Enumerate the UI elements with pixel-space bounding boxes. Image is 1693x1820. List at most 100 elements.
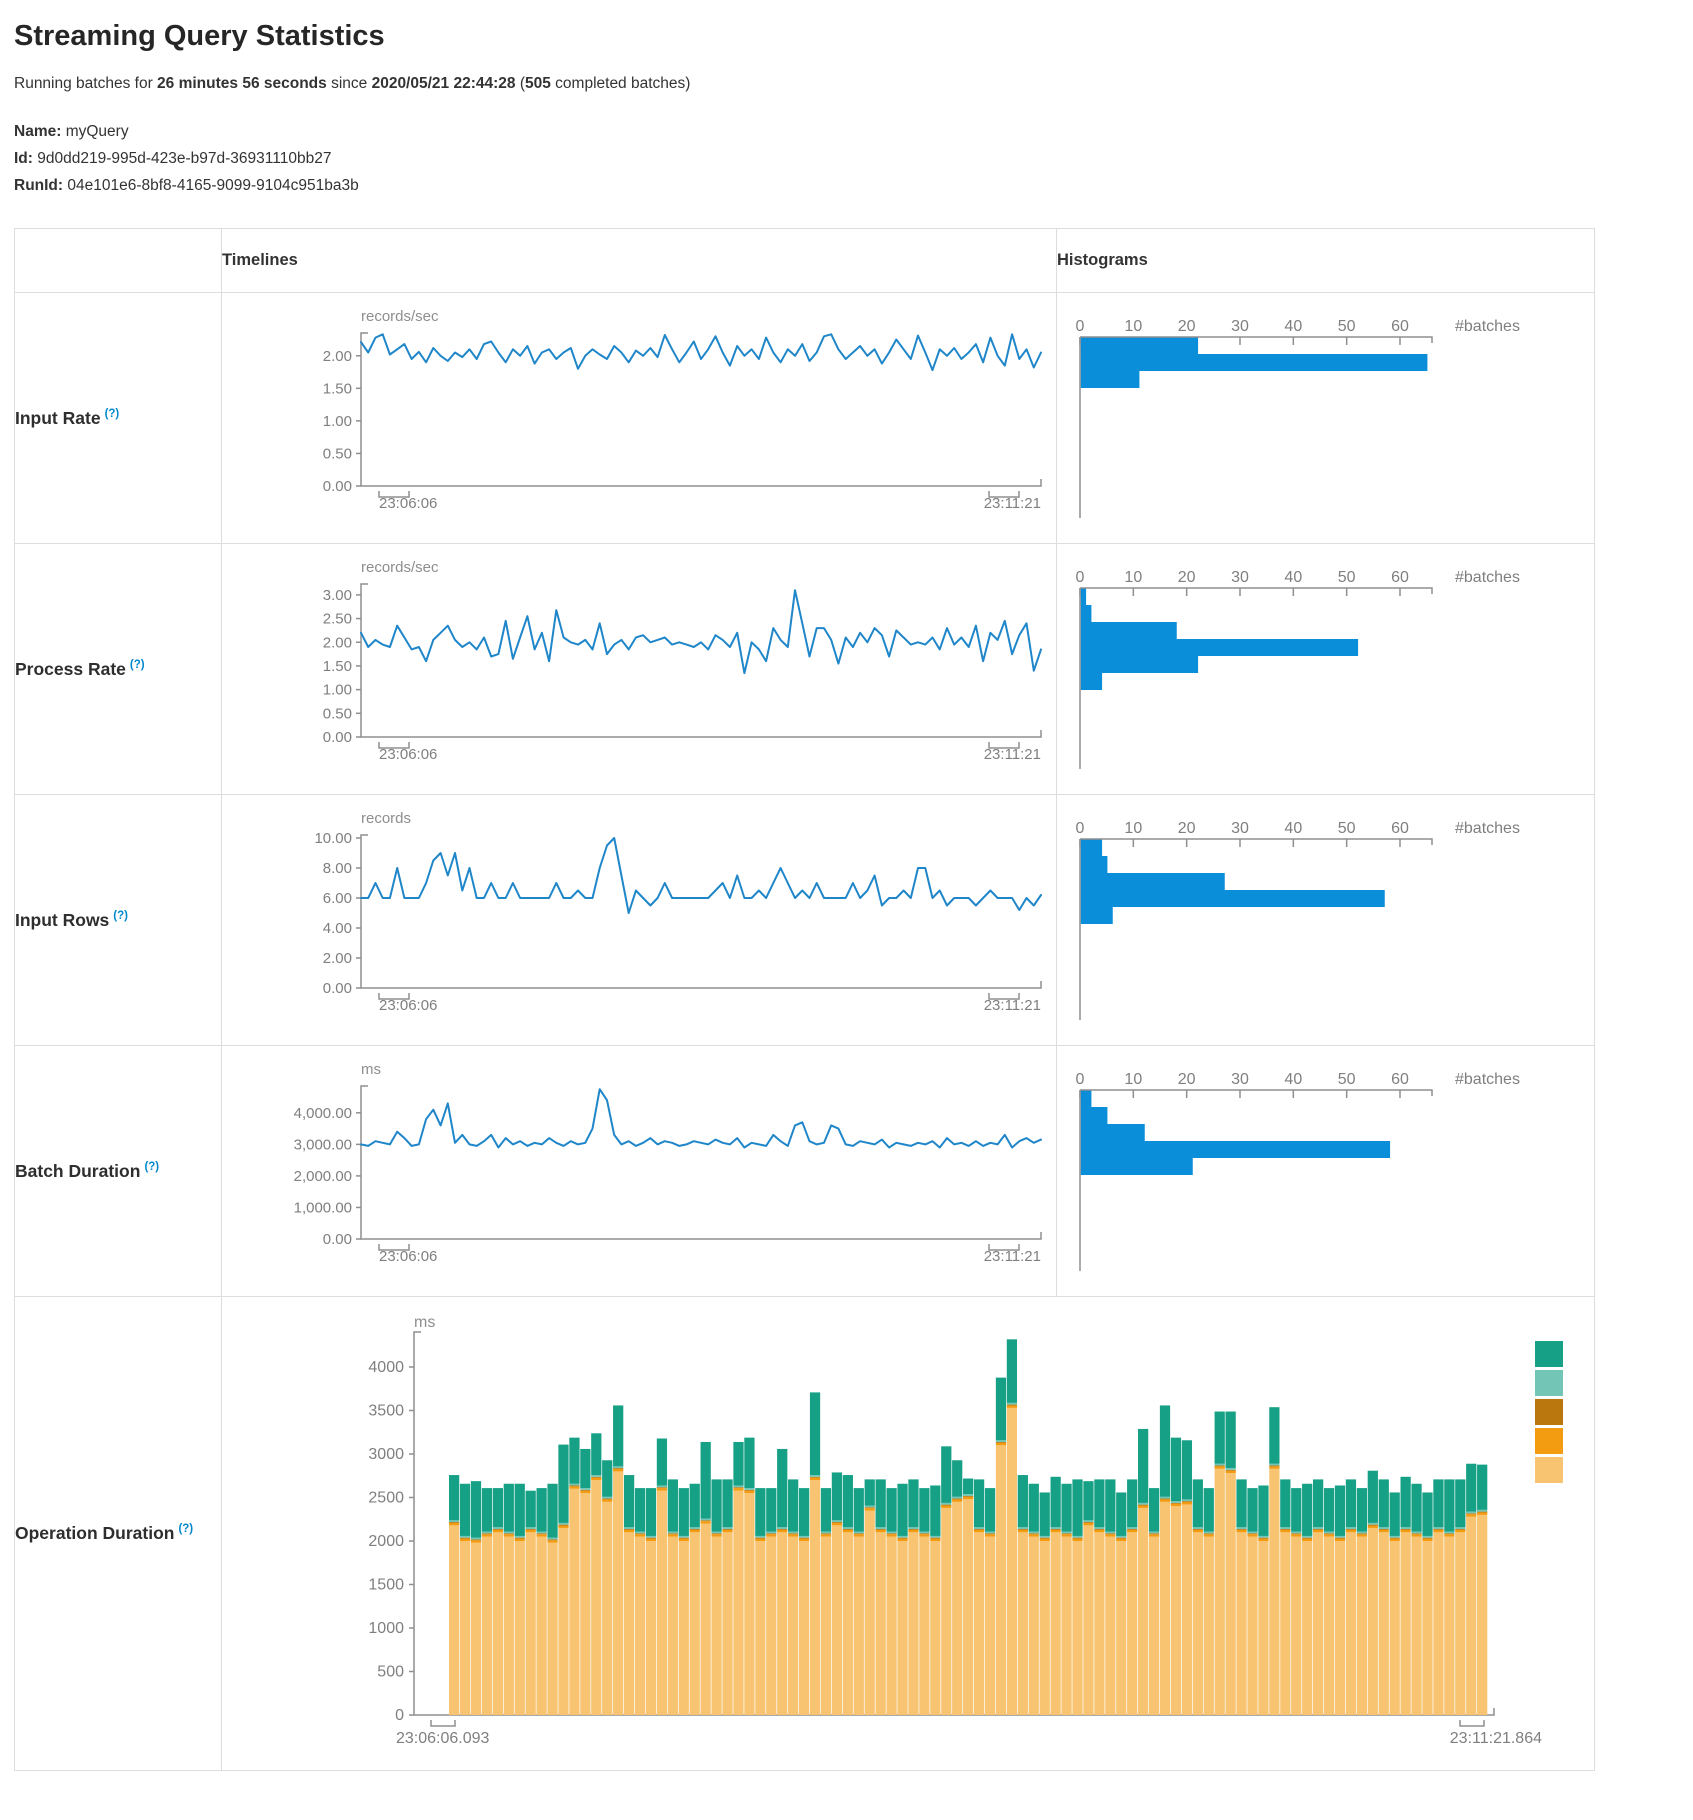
svg-text:0.50: 0.50 xyxy=(323,445,352,462)
svg-text:2.00: 2.00 xyxy=(323,348,352,365)
svg-text:40: 40 xyxy=(1284,318,1302,335)
svg-text:10: 10 xyxy=(1124,1071,1142,1088)
input-rate-timeline-cell: records/sec 0.00 0.50 1.00 1.50 2.00 23:06:06 2… xyxy=(221,292,1057,544)
query-id-line: Id: 9d0dd219-995d-423e-b97d-36931110bb27 xyxy=(14,145,1693,172)
summary-paren: ( xyxy=(515,75,525,92)
svg-text:1.50: 1.50 xyxy=(323,658,352,675)
process-rate-timeline-chart: records/sec 0.00 0.50 1.00 1.50 2.00 2.50 3.00 2… xyxy=(223,545,1056,794)
query-runid-label: RunId: xyxy=(14,177,64,194)
svg-text:23:06:06: 23:06:06 xyxy=(379,495,437,512)
batch-duration-label: Batch Duration xyxy=(15,1160,141,1181)
summary-batches-count: 505 xyxy=(524,75,551,92)
svg-text:0: 0 xyxy=(395,1707,404,1724)
svg-text:0: 0 xyxy=(1076,569,1085,586)
svg-text:30: 30 xyxy=(1231,820,1249,837)
svg-text:3,000.00: 3,000.00 xyxy=(294,1136,352,1153)
svg-text:50: 50 xyxy=(1338,820,1356,837)
input-rows-label: Input Rows xyxy=(15,909,110,930)
summary-middle: since xyxy=(326,75,372,92)
table-corner-cell xyxy=(14,228,222,293)
timelines-header: Timelines xyxy=(221,228,1057,293)
query-runid-line: RunId: 04e101e6-8bf8-4165-9099-9104c951b… xyxy=(14,172,1693,199)
input-rows-help-icon[interactable]: (?) xyxy=(113,909,128,922)
svg-text:23:11:21: 23:11:21 xyxy=(984,997,1041,1014)
svg-text:0.50: 0.50 xyxy=(323,705,352,722)
svg-text:23:06:06.093: 23:06:06.093 xyxy=(396,1730,490,1747)
svg-text:0.00: 0.00 xyxy=(323,980,352,997)
svg-text:500: 500 xyxy=(377,1664,404,1681)
svg-text:#batches: #batches xyxy=(1455,1071,1520,1088)
batch-duration-help-icon[interactable]: (?) xyxy=(144,1160,160,1173)
svg-text:4,000.00: 4,000.00 xyxy=(294,1105,352,1122)
input-rate-label: Input Rate xyxy=(15,407,101,428)
svg-text:2500: 2500 xyxy=(368,1490,404,1507)
svg-text:60: 60 xyxy=(1391,318,1409,335)
svg-text:ms: ms xyxy=(414,1314,435,1331)
svg-text:40: 40 xyxy=(1284,820,1302,837)
query-meta: Name: myQuery Id: 9d0dd219-995d-423e-b97… xyxy=(14,118,1693,199)
svg-text:60: 60 xyxy=(1391,820,1409,837)
input-rate-help-icon[interactable]: (?) xyxy=(104,407,120,420)
process-rate-help-icon[interactable]: (?) xyxy=(129,658,145,671)
svg-text:1.00: 1.00 xyxy=(323,682,352,699)
svg-text:60: 60 xyxy=(1391,569,1409,586)
table-header-row: Timelines Histograms xyxy=(14,228,1595,293)
page-title: Streaming Query Statistics xyxy=(14,20,385,52)
operation-duration-chart-cell: ms 0 500 1000 1500 2000 2500 3000 3500 4000 23:06:… xyxy=(221,1296,1595,1771)
input-rate-label-cell: Input Rate (?) xyxy=(14,292,222,544)
row-input-rows: Input Rows (?) records 0.00 2.00 4.00 6.00 8.0… xyxy=(14,794,1595,1046)
svg-text:23:11:21: 23:11:21 xyxy=(984,1248,1041,1265)
batch-duration-timeline-chart: ms 0.00 1,000.00 2,000.00 3,000.00 4,000.00 23… xyxy=(223,1047,1056,1296)
query-name-label: Name: xyxy=(14,123,62,140)
svg-text:0.00: 0.00 xyxy=(323,478,352,495)
summary-start-time: 2020/05/21 22:44:28 xyxy=(371,75,516,92)
batch-duration-histogram-chart: 0 10 20 30 40 50 60 #batches xyxy=(1058,1047,1594,1296)
input-rate-histogram-chart: 0 10 20 30 40 50 60 #batches xyxy=(1058,294,1594,543)
svg-text:30: 30 xyxy=(1231,318,1249,335)
query-id-label: Id: xyxy=(14,150,33,167)
batch-duration-timeline-cell: ms 0.00 1,000.00 2,000.00 3,000.00 4,000.00 23… xyxy=(221,1045,1057,1297)
svg-text:records/sec: records/sec xyxy=(361,308,439,325)
svg-text:1.50: 1.50 xyxy=(323,380,352,397)
operation-duration-label-cell: Operation Duration (?) xyxy=(14,1296,222,1771)
svg-text:#batches: #batches xyxy=(1455,820,1520,837)
input-rows-histogram-cell: 0 10 20 30 40 50 60 #batches xyxy=(1056,794,1595,1046)
input-rows-timeline-cell: records 0.00 2.00 4.00 6.00 8.00 10.00 23:06:06… xyxy=(221,794,1057,1046)
batch-duration-histogram-cell: 0 10 20 30 40 50 60 #batches xyxy=(1056,1045,1595,1297)
batch-duration-label-cell: Batch Duration (?) xyxy=(14,1045,222,1297)
operation-duration-help-icon[interactable]: (?) xyxy=(178,1523,194,1536)
svg-text:10: 10 xyxy=(1124,318,1142,335)
summary-duration: 26 minutes 56 seconds xyxy=(157,75,327,92)
input-rows-label-cell: Input Rows (?) xyxy=(14,794,222,1046)
process-rate-timeline-cell: records/sec 0.00 0.50 1.00 1.50 2.00 2.50 3.00 2… xyxy=(221,543,1057,795)
running-batches-summary: Running batches for 26 minutes 56 second… xyxy=(14,75,1693,93)
svg-text:23:11:21: 23:11:21 xyxy=(984,746,1041,763)
input-rate-histogram-cell: 0 10 20 30 40 50 60 #batches xyxy=(1056,292,1595,544)
svg-text:50: 50 xyxy=(1338,1071,1356,1088)
query-id-value: 9d0dd219-995d-423e-b97d-36931110bb27 xyxy=(37,150,332,167)
svg-text:50: 50 xyxy=(1338,569,1356,586)
svg-text:2.50: 2.50 xyxy=(323,611,352,628)
operation-duration-label: Operation Duration xyxy=(15,1523,175,1543)
svg-text:23:11:21: 23:11:21 xyxy=(984,495,1041,512)
svg-text:8.00: 8.00 xyxy=(323,860,352,877)
svg-text:0.00: 0.00 xyxy=(323,729,352,746)
input-rows-histogram-chart: 0 10 20 30 40 50 60 #batches xyxy=(1058,796,1594,1045)
svg-text:0: 0 xyxy=(1076,820,1085,837)
svg-text:6.00: 6.00 xyxy=(323,890,352,907)
svg-text:50: 50 xyxy=(1338,318,1356,335)
svg-text:30: 30 xyxy=(1231,1071,1249,1088)
input-rate-timeline-chart: records/sec 0.00 0.50 1.00 1.50 2.00 23:06:06 2… xyxy=(223,294,1056,543)
svg-text:10: 10 xyxy=(1124,569,1142,586)
summary-prefix: Running batches for xyxy=(14,75,158,92)
svg-text:23:11:21.864: 23:11:21.864 xyxy=(1450,1730,1542,1747)
svg-text:1,000.00: 1,000.00 xyxy=(294,1199,352,1216)
process-rate-label-cell: Process Rate (?) xyxy=(14,543,222,795)
svg-text:10: 10 xyxy=(1124,820,1142,837)
svg-text:0: 0 xyxy=(1076,318,1085,335)
svg-text:ms: ms xyxy=(361,1061,381,1078)
svg-text:2.00: 2.00 xyxy=(323,634,352,651)
statistics-table: Timelines Histograms Input Rate (?) recor… xyxy=(14,228,1595,1771)
svg-text:3500: 3500 xyxy=(368,1403,404,1420)
histograms-header: Histograms xyxy=(1056,228,1595,293)
